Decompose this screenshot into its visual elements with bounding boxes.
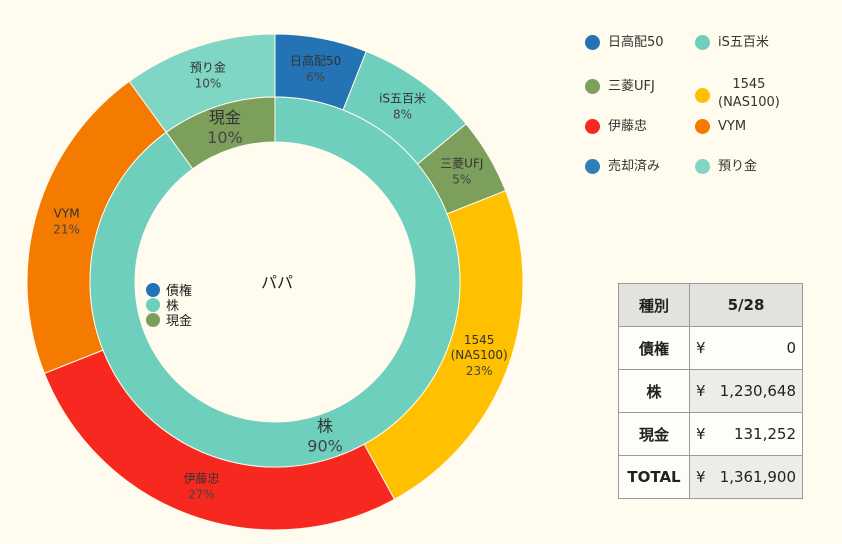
chart-title: パパ (261, 273, 293, 292)
legend-item-mufj[interactable]: 三菱UFJ (585, 78, 655, 96)
outer-slice-percent: 8% (393, 108, 412, 122)
outer-slice-label: 伊藤忠 (183, 471, 219, 485)
outer-slice-label: VYM (54, 207, 80, 221)
inner-legend-label: 株 (166, 299, 179, 314)
inner-legend-label: 現金 (166, 313, 192, 329)
inner-legend-label: 債権 (166, 283, 192, 299)
legend-item-vym[interactable]: VYM (695, 118, 746, 136)
row-label: TOTAL (618, 455, 690, 499)
inner-legend-swatch[interactable] (146, 283, 160, 297)
legend-item-itochu[interactable]: 伊藤忠 (585, 118, 647, 136)
inner-slice-label: 現金 (209, 108, 241, 127)
table-row: 現金 ¥131,252 (618, 412, 803, 456)
donut-chart: 日高配50 6% iS五百米 8% 三菱UFJ 5% 1545(NAS100) 23% 伊藤忠 2… (26, 33, 524, 531)
table-header-row: 種別 5/28 (618, 283, 803, 327)
legend-swatch (695, 35, 710, 50)
row-value: ¥1,361,900 (689, 455, 803, 499)
legend-label: 売却済み (608, 159, 661, 174)
legend-item-hidaka50[interactable]: 日高配50 (585, 34, 664, 52)
legend-label: iS五百米 (718, 35, 769, 50)
row-label: 現金 (618, 412, 690, 456)
outer-slice-percent: 5% (452, 173, 471, 187)
legend-swatch (585, 159, 600, 174)
outer-slice-percent: 27% (188, 487, 215, 501)
currency-symbol: ¥ (696, 339, 706, 357)
amount: 131,252 (733, 425, 796, 443)
legend-label-line1: 1545 (732, 77, 766, 92)
currency-symbol: ¥ (696, 382, 706, 400)
legend-label: 三菱UFJ (608, 79, 655, 94)
legend-item-is500[interactable]: iS五百米 (695, 34, 769, 52)
amount: 1,230,648 (719, 382, 796, 400)
inner-slice-percent: 90% (307, 436, 343, 455)
row-value: ¥0 (689, 326, 803, 370)
summary-table: 種別 5/28 債権 ¥0 株 ¥1,230,648 現金 ¥131,252 T… (618, 283, 803, 499)
inner-slice-label: 株 (317, 416, 333, 435)
inner-slice[interactable] (89, 96, 461, 468)
legend-item-1545[interactable]: 1545 (NAS100) (695, 76, 780, 112)
outer-slice-label: 1545 (464, 333, 495, 347)
legend-swatch (585, 119, 600, 134)
legend-label: VYM (718, 119, 747, 134)
outer-slice-label: 三菱UFJ (440, 157, 483, 171)
currency-symbol: ¥ (696, 468, 706, 486)
legend-label: 日高配50 (608, 35, 664, 50)
legend-item-deposit[interactable]: 預り金 (695, 158, 757, 176)
outer-slice-percent: 10% (195, 77, 222, 91)
table-row: 株 ¥1,230,648 (618, 369, 803, 413)
inner-legend-swatch[interactable] (146, 313, 160, 327)
legend-swatch (695, 159, 710, 174)
row-value: ¥131,252 (689, 412, 803, 456)
table-header-type: 種別 (618, 283, 690, 327)
legend-swatch (585, 35, 600, 50)
outer-slice-label: 日高配50 (290, 53, 341, 68)
legend-label-line2: (NAS100) (718, 95, 780, 110)
row-value: ¥1,230,648 (689, 369, 803, 413)
amount: 1,361,900 (719, 468, 796, 486)
legend-swatch (695, 119, 710, 134)
outer-slice-label: 預り金 (190, 60, 226, 75)
table-row: 債権 ¥0 (618, 326, 803, 370)
outer-slice-percent: 23% (466, 364, 493, 378)
inner-slice-percent: 10% (207, 128, 243, 147)
table-row: TOTAL ¥1,361,900 (618, 455, 803, 499)
table-header-date: 5/28 (689, 283, 803, 327)
currency-symbol: ¥ (696, 425, 706, 443)
legend-label: 1545 (NAS100) (718, 76, 780, 112)
row-label: 株 (618, 369, 690, 413)
inner-slice[interactable] (165, 96, 276, 170)
legend-item-sold[interactable]: 売却済み (585, 158, 660, 176)
amount: 0 (786, 339, 796, 357)
outer-slice-percent: 21% (53, 223, 80, 237)
legend-label: 預り金 (718, 159, 758, 174)
legend-swatch (585, 79, 600, 94)
outer-slice-label: iS五百米 (379, 92, 426, 106)
outer-slice-label: (NAS100) (451, 348, 508, 362)
legend-swatch (695, 88, 710, 103)
outer-slice-percent: 6% (306, 70, 325, 84)
row-label: 債権 (618, 326, 690, 370)
inner-legend-swatch[interactable] (146, 298, 160, 312)
legend-label: 伊藤忠 (608, 119, 648, 134)
